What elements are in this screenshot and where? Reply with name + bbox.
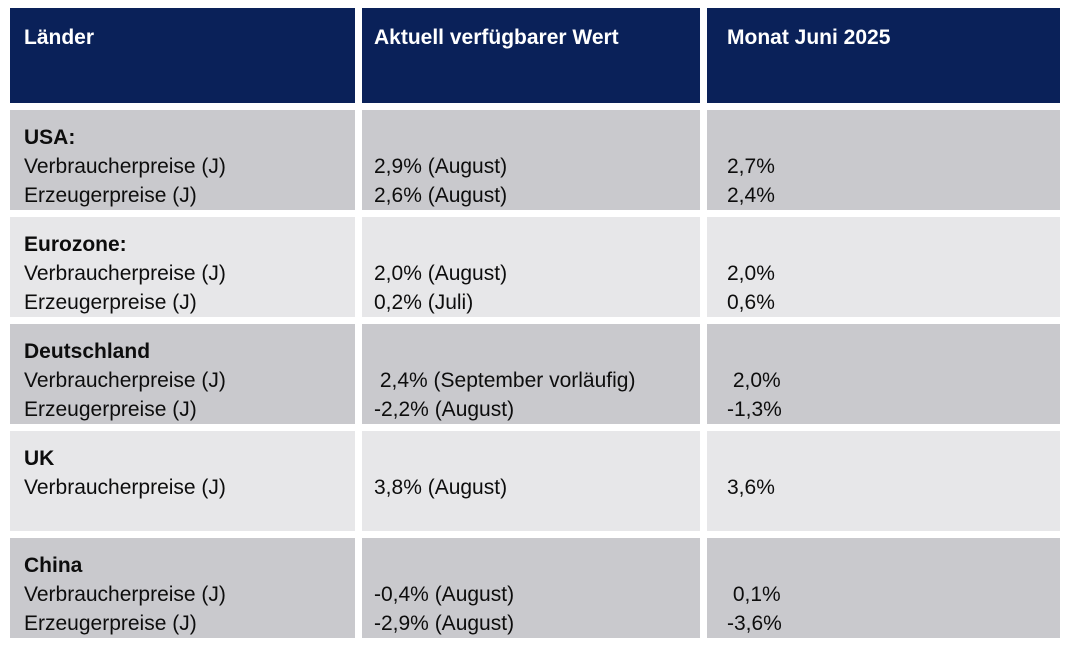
spacer-line xyxy=(374,230,694,259)
uk-labels-cell: UK Verbraucherpreise (J) xyxy=(10,431,355,531)
spacer-line xyxy=(727,123,1054,152)
table-row-eurozone: Eurozone: Verbraucherpreise (J) Erzeuger… xyxy=(10,217,1060,317)
usa-labels-cell: USA: Verbraucherpreise (J) Erzeugerpreis… xyxy=(10,110,355,210)
table-row-deutschland: Deutschland Verbraucherpreise (J) Erzeug… xyxy=(10,324,1060,424)
header-label-aktueller-wert: Aktuell verfügbarer Wert xyxy=(374,26,619,49)
current-value: 3,8% (August) xyxy=(374,476,508,499)
metric-label: Erzeugerpreise (J) xyxy=(24,398,197,421)
metric-label: Verbraucherpreise (J) xyxy=(24,369,226,392)
deutschland-current-values-cell: 2,4% (September vorläufig) -2,2% (August… xyxy=(362,324,700,424)
header-label-monat-juni: Monat Juni 2025 xyxy=(727,26,891,49)
current-value: 0,2% (Juli) xyxy=(374,291,474,314)
china-current-values-cell: -0,4% (August) -2,9% (August) xyxy=(362,538,700,638)
eurozone-june-values-cell: 2,0% 0,6% xyxy=(707,217,1060,317)
june-value: 2,0% xyxy=(727,262,775,285)
spacer-line xyxy=(374,444,694,473)
current-value: -0,4% (August) xyxy=(374,583,515,606)
metric-label: Erzeugerpreise (J) xyxy=(24,612,197,635)
june-value: 0,6% xyxy=(727,291,775,314)
metric-label: Verbraucherpreise (J) xyxy=(24,262,226,285)
june-value: 0,1% xyxy=(727,583,781,606)
table-header-row: Länder Aktuell verfügbarer Wert Monat Ju… xyxy=(10,8,1060,103)
current-value: 2,9% (August) xyxy=(374,155,508,178)
current-value: 2,4% (September vorläufig) xyxy=(374,369,636,392)
header-label-laender: Länder xyxy=(24,26,95,49)
spacer-line xyxy=(374,123,694,152)
inflation-data-table: Länder Aktuell verfügbarer Wert Monat Ju… xyxy=(10,8,1060,638)
country-name: Deutschland xyxy=(24,340,151,363)
june-value: 3,6% xyxy=(727,476,775,499)
deutschland-june-values-cell: 2,0% -1,3% xyxy=(707,324,1060,424)
spacer-line xyxy=(727,551,1054,580)
spacer-line xyxy=(727,230,1054,259)
header-cell-monat-juni: Monat Juni 2025 xyxy=(707,8,1060,103)
june-value: 2,4% xyxy=(727,184,775,207)
june-value: -1,3% xyxy=(727,398,782,421)
spacer-line xyxy=(727,444,1054,473)
current-value: -2,2% (August) xyxy=(374,398,515,421)
usa-june-values-cell: 2,7% 2,4% xyxy=(707,110,1060,210)
table-row-china: China Verbraucherpreise (J) Erzeugerprei… xyxy=(10,538,1060,638)
eurozone-labels-cell: Eurozone: Verbraucherpreise (J) Erzeuger… xyxy=(10,217,355,317)
country-name: USA: xyxy=(24,126,76,149)
uk-current-values-cell: 3,8% (August) xyxy=(362,431,700,531)
current-value: 2,6% (August) xyxy=(374,184,508,207)
spacer-line xyxy=(374,551,694,580)
china-june-values-cell: 0,1% -3,6% xyxy=(707,538,1060,638)
china-labels-cell: China Verbraucherpreise (J) Erzeugerprei… xyxy=(10,538,355,638)
country-name: UK xyxy=(24,447,55,470)
metric-label: Verbraucherpreise (J) xyxy=(24,583,226,606)
table-row-uk: UK Verbraucherpreise (J) 3,8% (August) 3… xyxy=(10,431,1060,531)
deutschland-labels-cell: Deutschland Verbraucherpreise (J) Erzeug… xyxy=(10,324,355,424)
june-value: 2,7% xyxy=(727,155,775,178)
header-cell-aktueller-wert: Aktuell verfügbarer Wert xyxy=(362,8,700,103)
metric-label: Erzeugerpreise (J) xyxy=(24,184,197,207)
current-value: 2,0% (August) xyxy=(374,262,508,285)
metric-label: Erzeugerpreise (J) xyxy=(24,291,197,314)
spacer-line xyxy=(374,337,694,366)
metric-label: Verbraucherpreise (J) xyxy=(24,476,226,499)
usa-current-values-cell: 2,9% (August) 2,6% (August) xyxy=(362,110,700,210)
uk-june-values-cell: 3,6% xyxy=(707,431,1060,531)
table-row-usa: USA: Verbraucherpreise (J) Erzeugerpreis… xyxy=(10,110,1060,210)
country-name: China xyxy=(24,554,83,577)
eurozone-current-values-cell: 2,0% (August) 0,2% (Juli) xyxy=(362,217,700,317)
spacer-line xyxy=(727,337,1054,366)
country-name: Eurozone: xyxy=(24,233,127,256)
june-value: -3,6% xyxy=(727,612,782,635)
current-value: -2,9% (August) xyxy=(374,612,515,635)
metric-label: Verbraucherpreise (J) xyxy=(24,155,226,178)
header-cell-laender: Länder xyxy=(10,8,355,103)
june-value: 2,0% xyxy=(727,369,781,392)
